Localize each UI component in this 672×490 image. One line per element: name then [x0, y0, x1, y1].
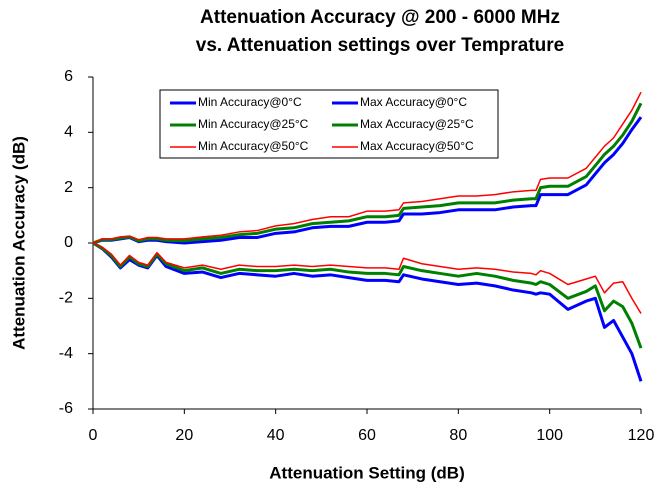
x-tick-label: 0	[89, 427, 98, 444]
x-axis-title: Attenuation Setting (dB)	[269, 463, 464, 482]
chart-title: Attenuation Accuracy @ 200 - 6000 MHz	[200, 7, 560, 28]
x-tick-label: 40	[267, 427, 285, 444]
x-tick-label: 120	[628, 427, 655, 444]
legend-label: Max Accuracy@0°C	[360, 95, 467, 109]
series-line	[92, 241, 643, 349]
series-line	[92, 91, 642, 244]
legend-label: Min Accuracy@50°C	[198, 139, 309, 153]
series-line	[92, 102, 643, 245]
y-tick-label: 2	[64, 179, 73, 196]
y-tick-label: 4	[64, 124, 73, 141]
legend-label: Max Accuracy@25°C	[360, 117, 474, 131]
y-tick-label: -2	[59, 290, 73, 307]
legend-label: Min Accuracy@0°C	[198, 95, 302, 109]
y-tick-label: -4	[59, 345, 73, 362]
y-tick-label: 0	[64, 234, 73, 251]
y-tick-label: 6	[64, 68, 73, 85]
x-tick-label: 60	[358, 427, 376, 444]
y-axis-title: Attenuation Accuracy (dB)	[9, 136, 28, 350]
x-tick-label: 80	[449, 427, 467, 444]
series-line	[92, 242, 642, 314]
legend-label: Min Accuracy@25°C	[198, 117, 309, 131]
legend-label: Max Accuracy@50°C	[360, 139, 474, 153]
chart-title: vs. Attenuation settings over Temprature	[196, 35, 564, 56]
x-tick-label: 20	[175, 427, 193, 444]
series-line	[92, 241, 643, 382]
legend-box	[159, 89, 499, 159]
x-tick-label: 100	[536, 427, 563, 444]
y-tick-label: -6	[59, 400, 73, 417]
